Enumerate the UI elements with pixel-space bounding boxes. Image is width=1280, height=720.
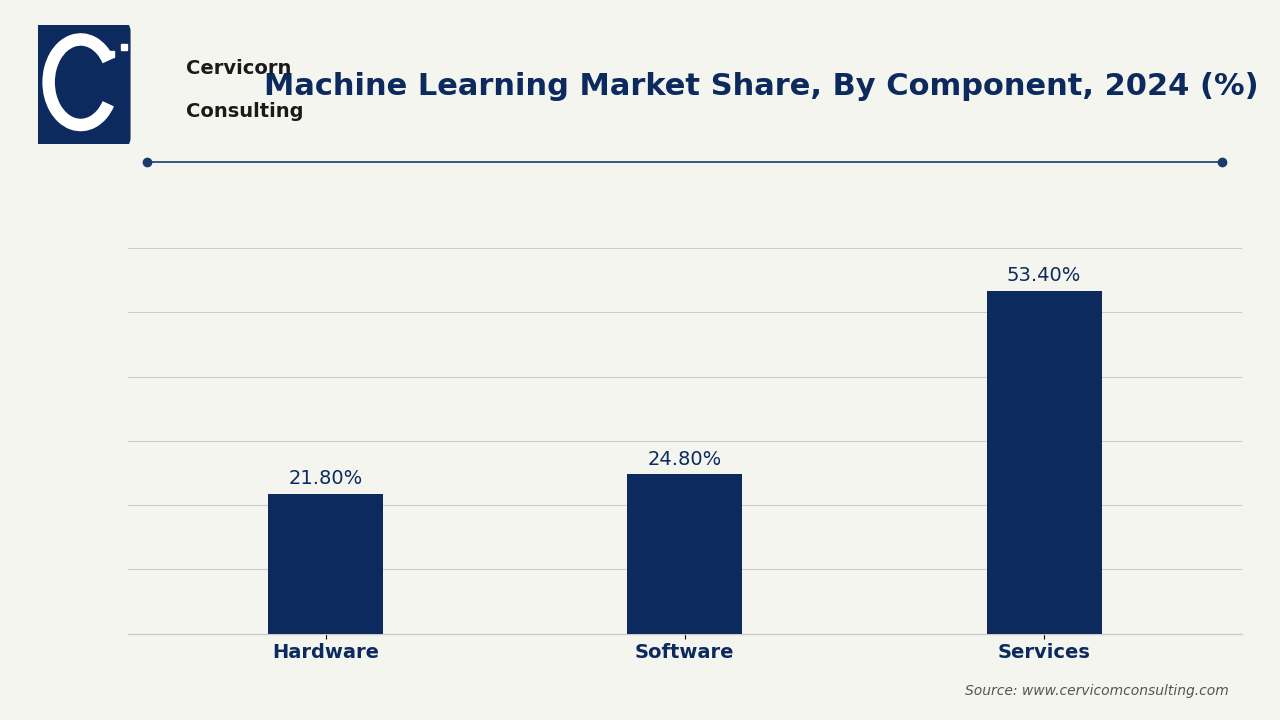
Text: 24.80%: 24.80% [648,450,722,469]
FancyBboxPatch shape [31,22,131,148]
Text: Machine Learning Market Share, By Component, 2024 (%): Machine Learning Market Share, By Compon… [264,72,1260,101]
Bar [268,493,383,634]
Text: Cervicorn: Cervicorn [186,59,291,78]
Text: Source: www.cervicomconsulting.com: Source: www.cervicomconsulting.com [965,685,1229,698]
Text: Consulting: Consulting [186,102,303,121]
Bar [987,291,1102,634]
Text: 21.80%: 21.80% [288,469,362,488]
Text: 53.40%: 53.40% [1007,266,1082,285]
Bar [627,474,742,634]
